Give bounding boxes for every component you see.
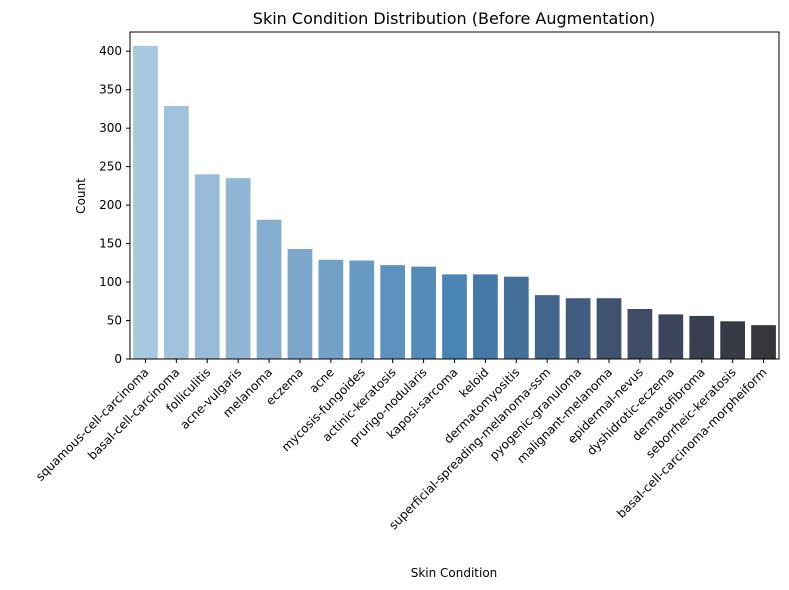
bar-malignant-melanoma <box>596 298 622 359</box>
y-tick-label: 150 <box>99 237 122 251</box>
bar-mycosis-fungoides <box>349 260 375 359</box>
bar-melanoma <box>256 219 282 359</box>
y-tick-label: 400 <box>99 44 122 58</box>
bar-dyshidrotic-eczema <box>658 314 684 359</box>
bar-seborrheic-keratosis <box>720 321 745 359</box>
bar-keloid <box>473 274 498 359</box>
bar-superficial-spreading-melanoma-ssm <box>534 295 560 359</box>
y-axis-label: Count <box>74 178 88 214</box>
y-tick-label: 100 <box>99 275 122 289</box>
bar-kaposi-sarcoma <box>442 274 467 359</box>
bar-basal-cell-carcinoma-morpheiform <box>751 325 776 359</box>
bar-prurigo-nodularis <box>411 266 436 359</box>
bar-acne <box>318 259 344 359</box>
bar-epidermal-nevus <box>627 308 653 359</box>
chart-title: Skin Condition Distribution (Before Augm… <box>253 9 655 28</box>
bar-dermatomyositis <box>503 276 529 359</box>
y-tick-label: 300 <box>99 121 122 135</box>
y-tick-label: 200 <box>99 198 122 212</box>
bar-pyogenic-granuloma <box>565 298 591 359</box>
y-tick-label: 0 <box>114 352 122 366</box>
x-axis-label: Skin Condition <box>411 566 498 580</box>
y-tick-label: 350 <box>99 83 122 97</box>
bar-actinic-keratosis <box>380 265 406 359</box>
bar-eczema <box>287 248 313 359</box>
bar-acne-vulgaris <box>225 178 251 359</box>
x-tick-label: squamous-cell-carcinoma <box>33 365 151 483</box>
bar-basal-cell-carcinoma <box>164 105 189 359</box>
x-axis: squamous-cell-carcinomabasal-cell-carcin… <box>33 359 770 532</box>
bar-folliculitis <box>194 174 220 359</box>
y-tick-label: 250 <box>99 160 122 174</box>
bars-group <box>133 45 776 359</box>
bar-squamous-cell-carcinoma <box>133 45 158 359</box>
bar-dermatofibroma <box>689 315 715 359</box>
y-axis: 0 50 100 150 200 250 300 350 400 <box>99 44 130 366</box>
y-tick-label: 50 <box>107 314 122 328</box>
